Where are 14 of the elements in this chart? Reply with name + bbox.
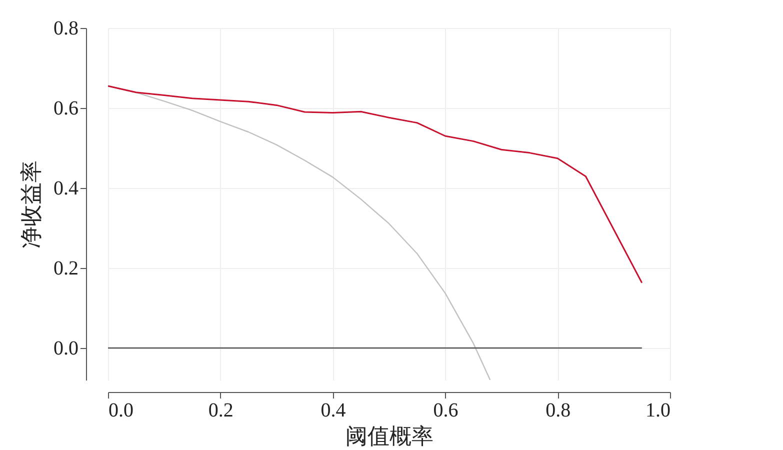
line-series bbox=[108, 85, 643, 284]
x-tick-label: 1.0 bbox=[646, 400, 670, 422]
x-tick-label: 0.0 bbox=[108, 400, 134, 422]
y-tick-label: 0.6 bbox=[54, 98, 78, 120]
x-tick-label: 0.6 bbox=[433, 400, 458, 422]
y-tick-label: 0.2 bbox=[54, 258, 78, 280]
y-tick-label: 0.8 bbox=[54, 18, 78, 40]
y-tick-label: 0.0 bbox=[54, 338, 78, 360]
x-tick-label: 0.8 bbox=[546, 400, 571, 422]
y-axis-title: 净收益率 bbox=[18, 160, 44, 248]
x-tick-label: 0.2 bbox=[208, 400, 234, 422]
x-axis-title: 阈值概率 bbox=[346, 424, 434, 448]
y-tick-label: 0.4 bbox=[54, 178, 78, 200]
x-tick-label: 0.4 bbox=[320, 400, 346, 422]
